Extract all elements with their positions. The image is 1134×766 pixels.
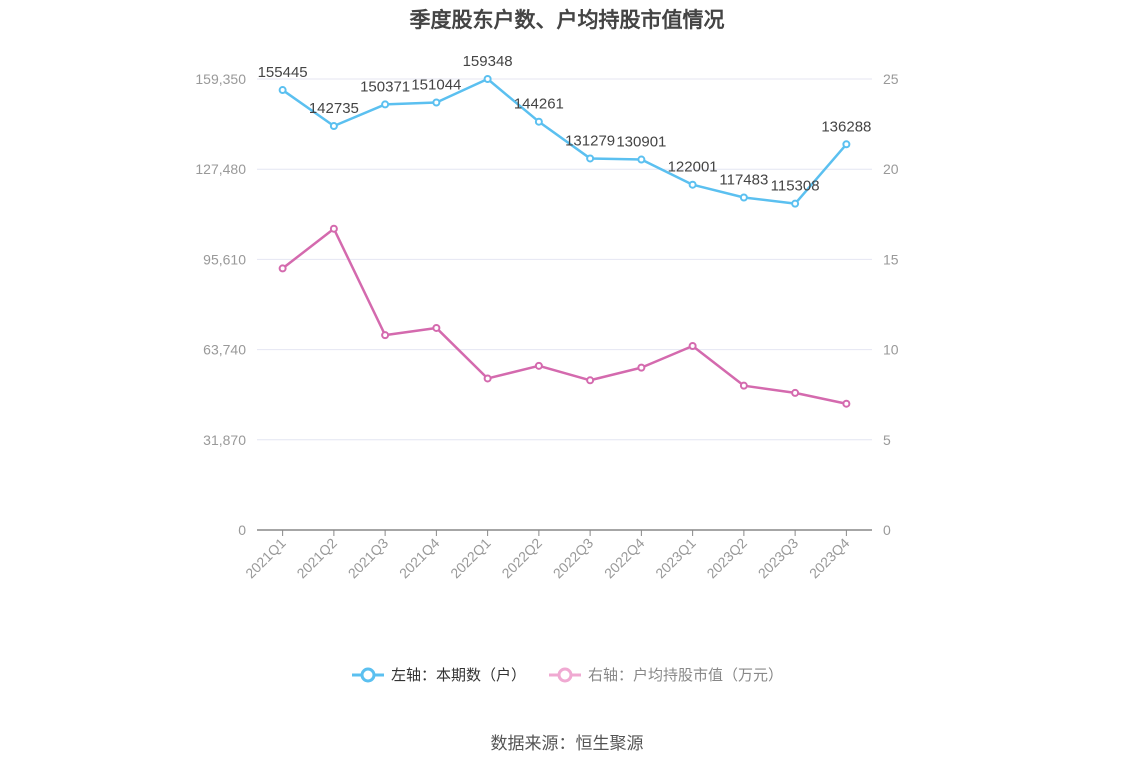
right-axis-tick-label: 20 — [883, 161, 899, 177]
left-series-data-label: 131279 — [565, 132, 615, 149]
chart-legend: 左轴：本期数（户） 右轴：户均持股市值（万元） — [0, 664, 1134, 685]
legend-label-left-series: 左轴：本期数（户） — [390, 666, 526, 684]
x-axis-tick-label: 2022Q2 — [498, 535, 545, 582]
left-series-data-label: 151044 — [411, 77, 461, 94]
left-series-point — [842, 140, 851, 149]
x-axis-tick-label: 2023Q2 — [703, 535, 750, 582]
left-series-data-label: 142735 — [309, 100, 359, 117]
right-series-point — [791, 388, 800, 397]
legend-line-marker-icon — [351, 667, 384, 682]
right-series-point — [637, 363, 646, 372]
right-series-point — [739, 381, 748, 390]
x-axis-tick-label: 2023Q4 — [806, 535, 853, 582]
right-series-point — [586, 376, 595, 385]
left-series-point — [278, 86, 287, 95]
left-series-data-label: 150371 — [360, 78, 410, 95]
left-series-data-label: 159348 — [463, 53, 513, 70]
right-axis-tick-label: 15 — [883, 251, 899, 267]
left-series-point — [432, 98, 441, 107]
right-axis-tick-label: 5 — [883, 432, 891, 448]
left-series-data-label: 115308 — [771, 178, 820, 195]
left-series-data-label: 130901 — [616, 134, 666, 151]
right-series-point — [432, 323, 441, 332]
x-axis-tick-label: 2021Q2 — [293, 535, 340, 582]
left-axis-tick-label: 95,610 — [203, 251, 246, 267]
left-series-data-label: 122001 — [668, 159, 718, 176]
left-axis-tick-label: 127,480 — [195, 161, 246, 177]
left-series-data-label: 144261 — [514, 96, 564, 113]
left-axis-tick-label: 63,740 — [203, 342, 246, 358]
x-axis-tick-label: 2023Q1 — [652, 535, 699, 582]
right-series-point — [278, 264, 287, 273]
right-series-point — [842, 399, 851, 408]
left-series-data-label: 155445 — [258, 64, 308, 81]
legend-item-right-series[interactable]: 右轴：户均持股市值（万元） — [548, 664, 783, 685]
right-axis-tick-label: 25 — [883, 71, 899, 87]
right-series-point — [483, 374, 492, 383]
x-axis-tick-label: 2022Q4 — [601, 535, 648, 582]
left-series-point — [739, 193, 748, 202]
right-series-point — [381, 331, 390, 340]
left-series-point — [483, 75, 492, 84]
left-series-point — [688, 180, 697, 189]
left-series-point — [534, 117, 543, 126]
data-source: 数据来源：恒生聚源 — [490, 734, 644, 754]
left-axis-tick-label: 0 — [238, 522, 246, 538]
left-series-point — [381, 100, 390, 109]
x-axis-tick-label: 2023Q3 — [755, 535, 802, 582]
left-series-data-label: 117483 — [719, 171, 768, 188]
x-axis-tick-label: 2022Q1 — [447, 535, 494, 582]
left-series-point — [637, 155, 646, 164]
right-axis-tick-label: 10 — [883, 342, 899, 358]
right-series-point — [688, 341, 697, 350]
chart-title: 季度股东户数、户均持股市值情况 — [409, 8, 725, 32]
left-series-data-label: 136288 — [821, 118, 871, 135]
left-axis-tick-label: 159,350 — [195, 71, 246, 87]
legend-label-right-series: 右轴：户均持股市值（万元） — [588, 666, 784, 684]
left-series-point — [791, 199, 800, 208]
right-series-line — [281, 227, 847, 405]
x-axis-tick-label: 2022Q3 — [550, 535, 597, 582]
left-series-point — [586, 154, 595, 163]
right-axis-tick-label: 0 — [883, 522, 891, 538]
legend-line-marker-icon — [549, 667, 581, 682]
x-axis-tick-label: 2021Q1 — [242, 535, 289, 582]
left-series-point — [329, 122, 338, 131]
x-axis-tick-label: 2021Q4 — [396, 535, 443, 582]
legend-item-left-series[interactable]: 左轴：本期数（户） — [351, 664, 526, 685]
left-series-line — [281, 77, 848, 205]
line-chart: 0 0 31,870 5 63,740 10 95,610 15 127,480 20 159,35… — [195, 53, 899, 582]
right-series-point — [329, 224, 338, 233]
x-axis-tick-label: 2021Q3 — [345, 535, 392, 582]
left-axis-tick-label: 31,870 — [203, 432, 246, 448]
right-series-point — [534, 361, 543, 370]
